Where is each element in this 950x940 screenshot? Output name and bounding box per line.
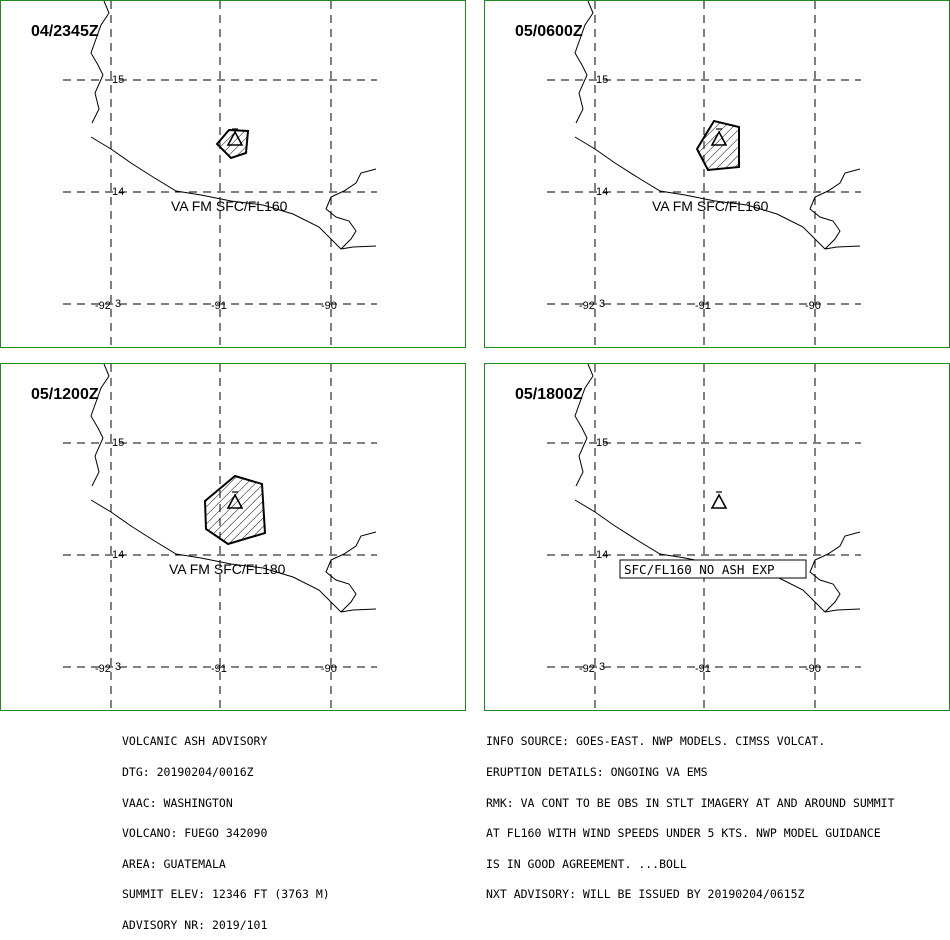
map-canvas: 15 14 3 -92 -91 -90 05/0600Z VA FM SFC/FL160 [515, 1, 861, 349]
coastline-border [809, 168, 861, 250]
valid-time-label: 05/1200Z [31, 386, 99, 403]
border-line [574, 364, 594, 487]
advisory-title: VOLCANIC ASH ADVISORY [122, 734, 268, 749]
advisory-eruption-details: ERUPTION DETAILS: ONGOING VA EMS [486, 765, 708, 779]
coastline-east [824, 608, 861, 613]
advisory-vaac: VAAC: WASHINGTON [122, 795, 233, 810]
lon-label: -91 [211, 300, 227, 312]
coastline-east [340, 245, 377, 250]
coastline-pacific [90, 136, 342, 250]
layer-label: SFC/FL160 NO ASH EXP [624, 562, 775, 577]
lon-label: -91 [211, 663, 227, 675]
forecast-panel-4: 15 14 3 -92 -91 -90 05/1800Z SFC/FL160 NO ASH E… [484, 363, 950, 712]
lon-label: -92 [579, 663, 595, 675]
lon-label: -92 [579, 300, 595, 312]
border-line [574, 1, 594, 124]
lat-label: 14 [596, 186, 608, 198]
lon-label: -90 [321, 300, 337, 312]
volcano-triangle-icon [226, 491, 244, 509]
volcano-triangle-icon [710, 128, 728, 146]
advisory-area: AREA: GUATEMALA [122, 856, 226, 871]
volcano-triangle-icon [710, 491, 728, 509]
lat-label: 15 [596, 74, 608, 86]
layer-label: VA FM SFC/FL160 [652, 198, 769, 214]
ash-cloud-polygon [203, 474, 267, 546]
lat-label: 15 [596, 437, 608, 449]
layer-label: VA FM SFC/FL160 [171, 198, 288, 214]
lon-label: -90 [321, 663, 337, 675]
advisory-remarks-1: RMK: VA CONT TO BE OBS IN STLT IMAGERY A… [486, 795, 895, 810]
advisory-number: ADVISORY NR: 2019/101 [122, 917, 268, 932]
advisory-info-source: INFO SOURCE: GOES-EAST. NWP MODELS. CIMS… [486, 734, 826, 749]
lat-label: 14 [596, 549, 608, 561]
lon-label: -92 [95, 300, 111, 312]
advisory-remarks-3: IS IN GOOD AGREEMENT. ...BOLL [486, 856, 687, 871]
volcano-triangle-icon [226, 128, 244, 146]
advisory-header-block: VOLCANIC ASH ADVISORY DTG: 20190204/0016… [122, 716, 330, 940]
lat-label: 3 [599, 661, 605, 673]
forecast-panel-2: 15 14 3 -92 -91 -90 05/0600Z VA FM SFC/FL160 [484, 0, 950, 349]
advisory-volcano: VOLCANO: FUEGO 342090 [122, 826, 268, 841]
advisory-dtg: DTG: 20190204/0016Z [122, 765, 254, 779]
forecast-panel-3: 15 14 3 -92 -91 -90 05/1200Z VA FM SFC/FL180 [0, 363, 466, 712]
lat-label: 15 [112, 437, 124, 449]
lat-label: 15 [112, 74, 124, 86]
coastline-pacific [574, 499, 826, 613]
lon-label: -90 [805, 300, 821, 312]
lon-label: -90 [805, 663, 821, 675]
forecast-panel-1: 15 14 3 -92 -91 -90 04/2345Z VA FM SFC/FL160 [0, 0, 466, 349]
layer-label: VA FM SFC/FL180 [169, 561, 286, 577]
map-canvas: 15 14 3 -92 -91 -90 05/1200Z VA FM SFC/FL180 [31, 364, 377, 712]
coastline-border [809, 531, 861, 613]
coastline-pacific [90, 499, 342, 613]
lat-label: 14 [112, 186, 124, 198]
valid-time-label: 04/2345Z [31, 23, 99, 40]
map-canvas: 15 14 3 -92 -91 -90 04/2345Z VA FM SFC/FL160 [31, 1, 377, 349]
lat-label: 3 [115, 661, 121, 673]
coastline-pacific [574, 136, 826, 250]
lat-label: 3 [599, 298, 605, 310]
ash-cloud-polygon [215, 128, 250, 160]
coastline-east [340, 608, 377, 613]
lon-label: -91 [695, 300, 711, 312]
map-canvas: 15 14 3 -92 -91 -90 05/1800Z SFC/FL160 NO ASH E… [515, 364, 861, 712]
valid-time-label: 05/0600Z [515, 23, 583, 40]
coastline-border [325, 168, 377, 250]
advisory-next: NXT ADVISORY: WILL BE ISSUED BY 20190204… [486, 887, 805, 902]
advisory-summit-elev: SUMMIT ELEV: 12346 FT (3763 M) [122, 887, 330, 902]
advisory-details-block: INFO SOURCE: GOES-EAST. NWP MODELS. CIMS… [486, 716, 895, 910]
lat-label: 14 [112, 549, 124, 561]
border-line [90, 1, 110, 124]
advisory-remarks-2: AT FL160 WITH WIND SPEEDS UNDER 5 KTS. N… [486, 826, 881, 841]
border-line [90, 364, 110, 487]
lon-label: -91 [695, 663, 711, 675]
lon-label: -92 [95, 663, 111, 675]
coastline-east [824, 245, 861, 250]
lat-label: 3 [115, 298, 121, 310]
coastline-border [325, 531, 377, 613]
layer-label-box [619, 559, 807, 579]
valid-time-label: 05/1800Z [515, 386, 583, 403]
